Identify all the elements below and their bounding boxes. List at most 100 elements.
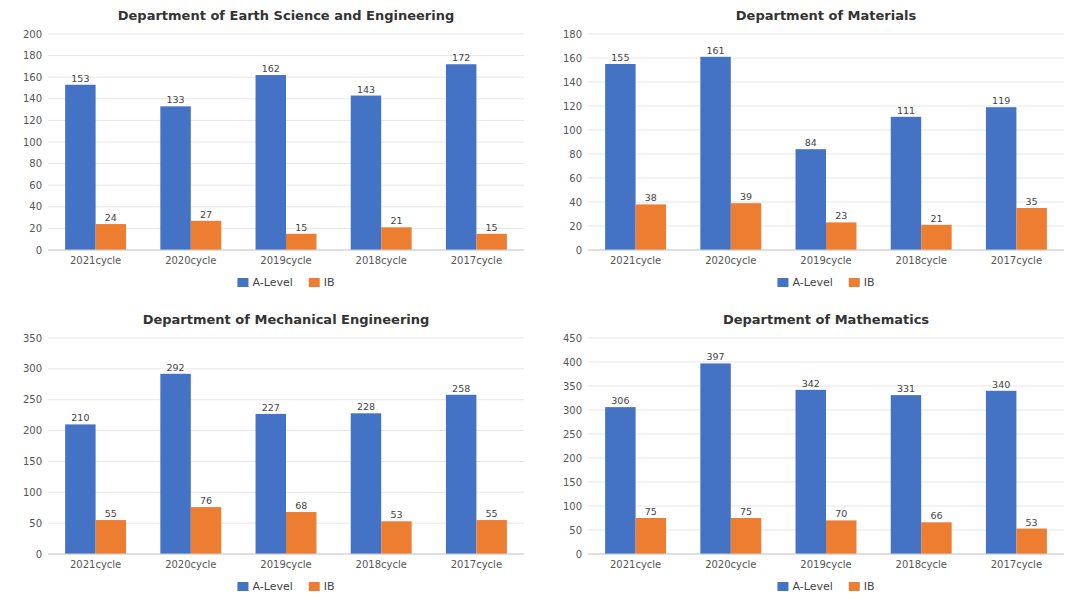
- data-label: 15: [486, 222, 498, 233]
- x-tick-label: 2017cycle: [991, 559, 1042, 570]
- data-label: 227: [262, 402, 280, 413]
- data-label: 331: [897, 383, 915, 394]
- bar: [191, 221, 221, 250]
- legend-item: IB: [849, 276, 875, 289]
- y-tick-label: 160: [563, 53, 582, 64]
- y-tick-label: 150: [23, 456, 42, 467]
- y-tick-label: 60: [29, 180, 42, 191]
- bars: [605, 57, 1047, 250]
- legend-item: A-Level: [777, 276, 832, 289]
- bar: [476, 520, 506, 554]
- data-label: 342: [802, 378, 820, 389]
- legend-label: IB: [324, 276, 335, 289]
- data-label: 162: [262, 63, 280, 74]
- bar: [796, 390, 826, 554]
- bar: [286, 234, 316, 250]
- bar: [160, 374, 190, 554]
- data-label: 55: [105, 508, 117, 519]
- data-label: 76: [200, 495, 212, 506]
- legend-item: IB: [309, 276, 335, 289]
- y-tick-label: 200: [23, 29, 42, 40]
- legend-label: A-Level: [792, 276, 832, 289]
- data-label: 15: [295, 222, 307, 233]
- y-tick-label: 0: [36, 549, 42, 560]
- x-tick-label: 2019cycle: [260, 559, 311, 570]
- y-tick-label: 100: [563, 125, 582, 136]
- x-tick-label: 2018cycle: [356, 255, 407, 266]
- data-label: 258: [452, 383, 470, 394]
- data-label: 210: [71, 412, 89, 423]
- grid-line: [588, 82, 1064, 83]
- chart-title: Department of Mathematics: [723, 312, 929, 327]
- data-labels: 3063973423313407575706653: [611, 351, 1037, 527]
- y-tick-label: 20: [29, 223, 42, 234]
- data-label: 24: [105, 212, 117, 223]
- data-label: 172: [452, 52, 470, 63]
- bar: [1016, 208, 1046, 250]
- data-label: 53: [390, 509, 402, 520]
- data-label: 35: [1026, 196, 1038, 207]
- data-label: 39: [740, 191, 752, 202]
- legend-label: A-Level: [252, 580, 292, 593]
- x-tick-label: 2021cycle: [610, 559, 661, 570]
- grid-line: [48, 250, 524, 251]
- data-label: 133: [166, 94, 184, 105]
- bar: [381, 227, 411, 250]
- data-label: 84: [805, 137, 817, 148]
- y-tick-label: 50: [569, 525, 582, 536]
- data-label: 155: [611, 52, 629, 63]
- y-tick-label: 150: [563, 477, 582, 488]
- grid-line: [588, 362, 1064, 363]
- bar: [351, 413, 381, 554]
- figure: Department of Earth Science and Engineer…: [0, 0, 1080, 608]
- x-tick-label: 2020cycle: [165, 559, 216, 570]
- bar: [1016, 529, 1046, 554]
- x-tick-label: 2017cycle: [991, 255, 1042, 266]
- data-label: 21: [930, 213, 942, 224]
- x-tick-label: 2018cycle: [356, 559, 407, 570]
- legend-swatch: [849, 278, 860, 287]
- y-tick-label: 140: [563, 77, 582, 88]
- data-label: 38: [645, 192, 657, 203]
- y-tick-label: 50: [29, 518, 42, 529]
- bar: [605, 64, 635, 250]
- y-tick-label: 180: [563, 29, 582, 40]
- bar: [286, 512, 316, 554]
- y-tick-label: 350: [23, 333, 42, 344]
- y-tick-label: 0: [36, 245, 42, 256]
- y-tick-label: 80: [569, 149, 582, 160]
- bar: [256, 414, 286, 554]
- data-label: 23: [835, 210, 847, 221]
- grid-line: [48, 338, 524, 339]
- grid-line: [588, 338, 1064, 339]
- bar: [636, 204, 666, 250]
- data-label: 161: [706, 45, 724, 56]
- data-label: 119: [992, 95, 1010, 106]
- grid-line: [588, 58, 1064, 59]
- legend-label: IB: [864, 580, 875, 593]
- x-tick-label: 2021cycle: [610, 255, 661, 266]
- y-tick-label: 100: [23, 137, 42, 148]
- chart-title: Department of Mechanical Engineering: [143, 312, 430, 327]
- y-tick-label: 250: [23, 394, 42, 405]
- legend-item: IB: [849, 580, 875, 593]
- data-label: 228: [357, 401, 375, 412]
- bar: [256, 75, 286, 250]
- bar: [65, 424, 95, 554]
- x-axis-line: [48, 554, 524, 555]
- panel: Department of Earth Science and Engineer…: [23, 8, 524, 289]
- legend-label: A-Level: [792, 580, 832, 593]
- data-label: 75: [645, 506, 657, 517]
- y-tick-label: 0: [576, 245, 582, 256]
- grid-line: [48, 34, 524, 35]
- data-label: 111: [897, 105, 915, 116]
- bar: [446, 395, 476, 554]
- bar: [381, 521, 411, 554]
- legend-item: A-Level: [237, 580, 292, 593]
- y-tick-label: 200: [23, 425, 42, 436]
- y-tick-label: 0: [576, 549, 582, 560]
- panel: Department of Mechanical Engineering 0 50 1…: [23, 312, 524, 593]
- x-tick-label: 2018cycle: [896, 255, 947, 266]
- y-tick-label: 450: [563, 333, 582, 344]
- bars: [65, 374, 507, 554]
